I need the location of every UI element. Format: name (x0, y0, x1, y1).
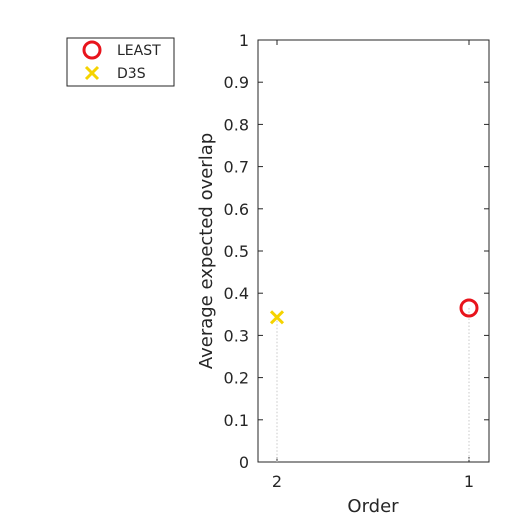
y-tick-label: 0.8 (224, 115, 249, 134)
legend: LEAST D3S (66, 37, 175, 87)
legend-marker-least (82, 40, 102, 60)
data-markers (269, 298, 479, 325)
y-tick-label: 0.9 (224, 73, 249, 92)
y-tick-label: 0.4 (224, 284, 249, 303)
stem-lines (276, 307, 470, 462)
legend-label-d3s: D3S (117, 66, 146, 82)
y-tick-label: 1 (239, 31, 249, 50)
y-axis: 0 0.1 0.2 0.3 0.4 0.5 0.6 0.7 0.8 0.9 1 (224, 31, 489, 472)
y-tick-label: 0 (239, 453, 249, 472)
marker-d3s (269, 310, 285, 325)
y-tick-label: 0.7 (224, 158, 249, 177)
legend-label-least: LEAST (117, 43, 161, 59)
x-axis-label: Order (347, 496, 399, 517)
y-tick-label: 0.1 (224, 411, 249, 430)
legend-marker-d3s (84, 65, 100, 81)
y-tick-label: 0.5 (224, 242, 249, 261)
y-tick-label: 0.6 (224, 200, 249, 219)
x-tick-label: 2 (272, 472, 282, 491)
x-tick-label: 1 (464, 472, 474, 491)
y-tick-label: 0.2 (224, 369, 249, 388)
marker-least (459, 298, 479, 318)
y-tick-label: 0.3 (224, 326, 249, 345)
plot-area (257, 39, 490, 463)
y-axis-label: Average expected overlap (196, 133, 217, 369)
